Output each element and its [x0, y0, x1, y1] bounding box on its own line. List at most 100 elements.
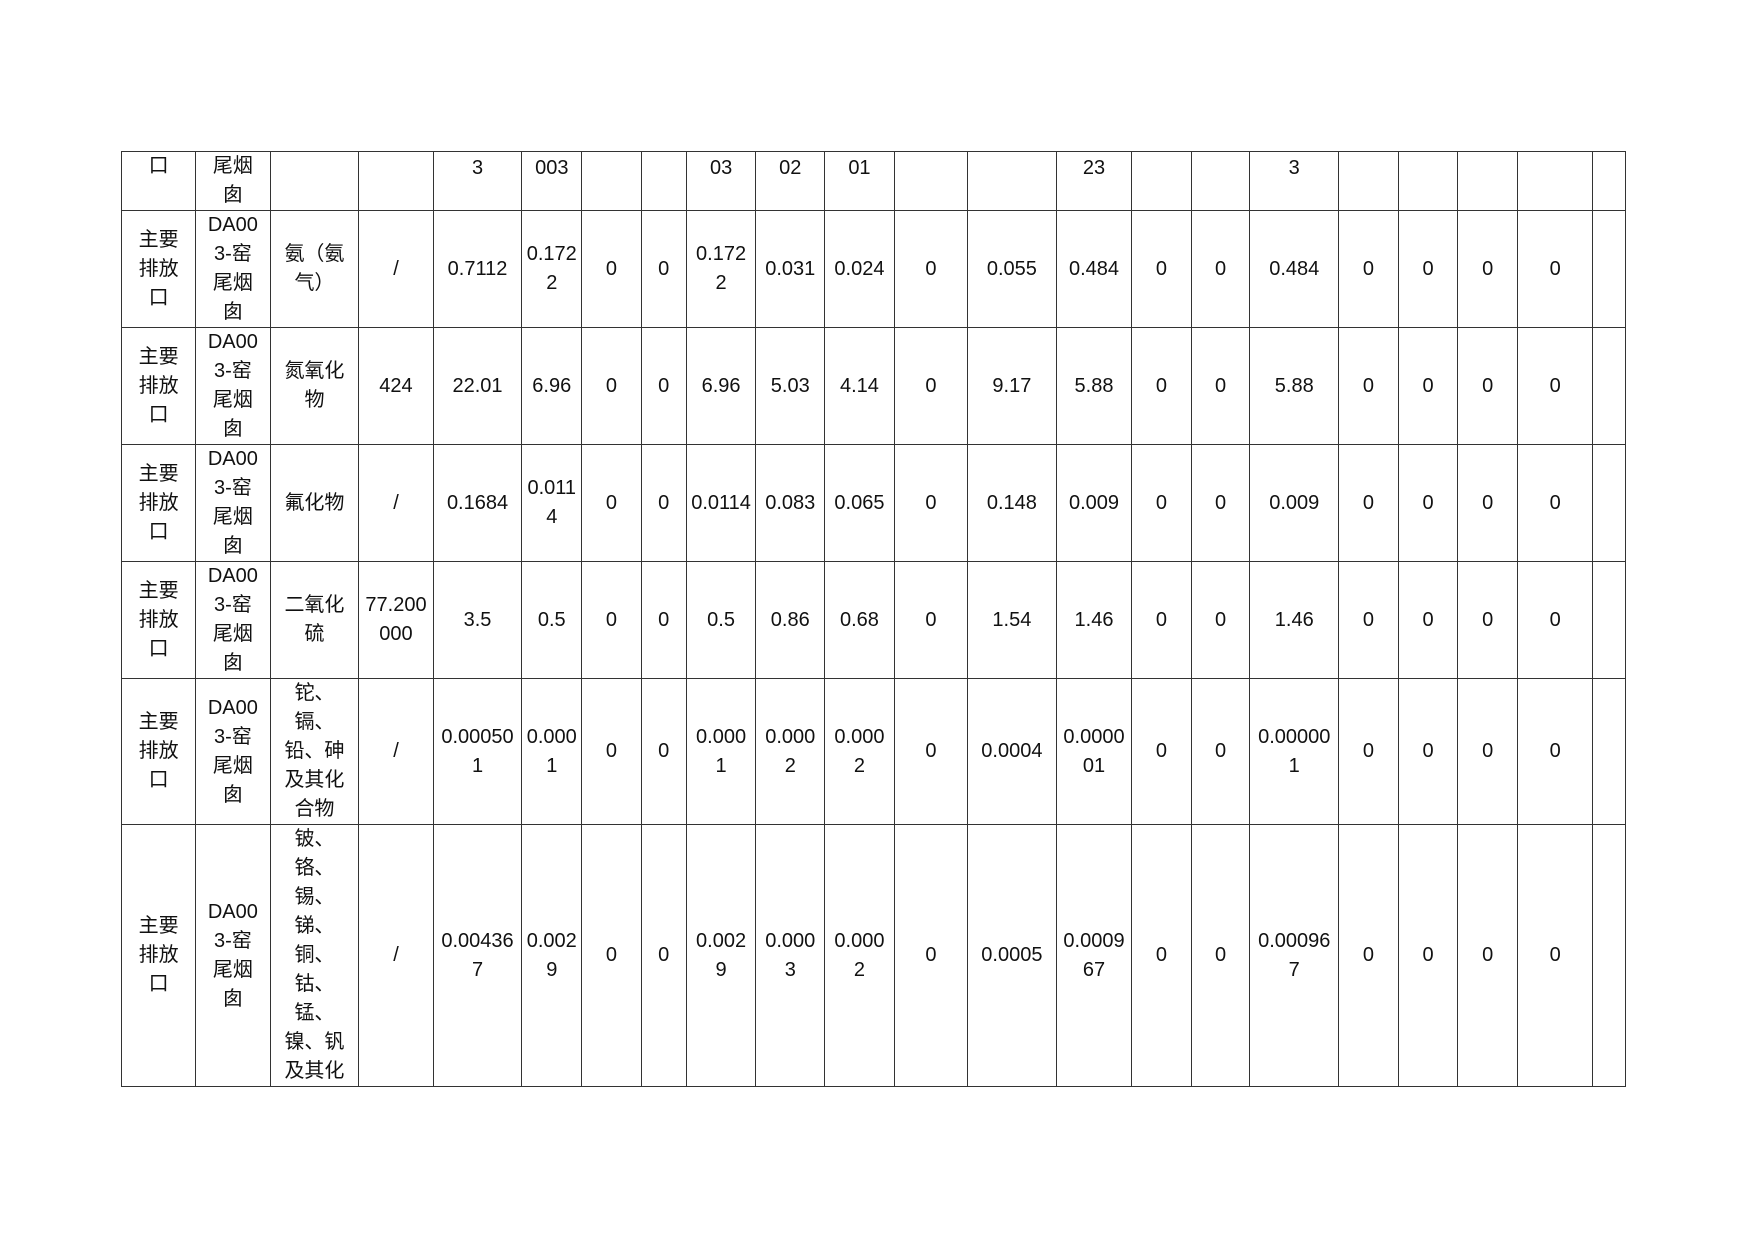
table-cell: 0 — [581, 824, 642, 1087]
table-cell — [1190, 151, 1251, 211]
table-cell: DA003-窑尾烟囱 — [195, 327, 271, 445]
table-row: 主要排放口 DA003-窑尾烟囱 氮氧化物 424 22.01 6.96 0 0 6.96 5.0… — [120, 327, 1626, 445]
table-cell — [1592, 561, 1626, 679]
table-cell: 0 — [581, 678, 642, 825]
table-cell: 5.88 — [1249, 327, 1340, 445]
table-cell: 主要排放口 — [120, 561, 197, 679]
table-cell: 氨（氨气） — [269, 210, 360, 328]
table-cell — [581, 151, 642, 211]
table-cell: DA003-窑尾烟囱 — [195, 824, 271, 1087]
table-cell: 0 — [640, 327, 687, 445]
table-cell: 0 — [1338, 824, 1399, 1087]
emissions-table: 口尾烟囱 3 003 03 02 01 23 3 主要排放口 DA003-窑尾烟囱 氨（氨气）/0.… — [120, 151, 1626, 1087]
table-cell: 0.0001 — [521, 678, 583, 825]
table-cell: 5.88 — [1055, 327, 1133, 445]
table-cell: 0.004367 — [432, 824, 523, 1087]
table-cell: 铍、铬、锡、锑、铜、钴、锰、镍、钒及其化 — [269, 824, 360, 1087]
table-cell: 0 — [640, 210, 687, 328]
table-cell: DA003-窑尾烟囱 — [195, 444, 271, 562]
table-cell: 1.46 — [1055, 561, 1133, 679]
table-row: 主要排放口 DA003-窑尾烟囱 铍、铬、锡、锑、铜、钴、锰、镍、钒及其化/0.00… — [120, 824, 1626, 1087]
table-cell — [1338, 151, 1399, 211]
table-cell: 0.000967 — [1055, 824, 1133, 1087]
table-cell: 03 — [685, 151, 757, 211]
table-cell: 0.148 — [966, 444, 1057, 562]
table-cell: 主要排放口 — [120, 824, 197, 1087]
table-cell: 0.0114 — [521, 444, 583, 562]
table-row: 口尾烟囱 3 003 03 02 01 23 3 — [120, 151, 1626, 211]
table-cell — [1592, 210, 1626, 328]
table-cell: 0 — [581, 327, 642, 445]
table-cell: 0 — [1457, 327, 1518, 445]
table-cell: 0 — [581, 210, 642, 328]
table-cell: 0 — [581, 444, 642, 562]
table-cell — [358, 151, 434, 211]
table-cell: 0.000501 — [432, 678, 523, 825]
table-cell: 二氧化硫 — [269, 561, 360, 679]
table-cell — [1397, 151, 1459, 211]
table-cell: 0 — [1397, 561, 1459, 679]
table-cell: 77.200000 — [358, 561, 434, 679]
table-row: 主要排放口 DA003-窑尾烟囱 氨（氨气）/0.7112 0.1722 0 0 0.172… — [120, 210, 1626, 328]
table-cell: 0.083 — [755, 444, 826, 562]
table-cell — [1592, 824, 1626, 1087]
table-cell: DA003-窑尾烟囱 — [195, 210, 271, 328]
table-cell: 0 — [1131, 444, 1192, 562]
table-cell: DA003-窑尾烟囱 — [195, 678, 271, 825]
table-cell: 0.7112 — [432, 210, 523, 328]
table-cell: 0 — [1338, 210, 1399, 328]
table-cell: 主要排放口 — [120, 210, 197, 328]
table-cell: 22.01 — [432, 327, 523, 445]
table-cell: 424 — [358, 327, 434, 445]
table-cell: 0 — [1338, 678, 1399, 825]
table-cell: 0 — [1397, 444, 1459, 562]
table-cell: 0 — [1457, 444, 1518, 562]
table-cell: 0.024 — [824, 210, 895, 328]
table-cell: 0 — [640, 561, 687, 679]
table-cell: 0 — [1338, 561, 1399, 679]
table-cell: 主要排放口 — [120, 444, 197, 562]
table-cell: 0 — [893, 561, 968, 679]
table-cell: 0 — [1457, 678, 1518, 825]
table-cell: 0 — [1190, 561, 1251, 679]
table-cell: 0 — [1190, 210, 1251, 328]
table-cell: 0 — [1190, 327, 1251, 445]
table-cell: 0.000967 — [1249, 824, 1340, 1087]
table-cell — [1592, 444, 1626, 562]
table-cell: / — [358, 824, 434, 1087]
table-cell: 0 — [1190, 678, 1251, 825]
table-cell: 3.5 — [432, 561, 523, 679]
table-cell: 0.0001 — [685, 678, 757, 825]
table-cell: 0.484 — [1055, 210, 1133, 328]
table-row: 主要排放口 DA003-窑尾烟囱 二氧化硫 77.200000 3.5 0.5 0 0 0.5 0… — [120, 561, 1626, 679]
table-cell: 0.065 — [824, 444, 895, 562]
table-cell — [640, 151, 687, 211]
table-cell: 0 — [1516, 561, 1594, 679]
table-cell: 0 — [1516, 327, 1594, 445]
table-cell: 0.0002 — [755, 678, 826, 825]
table-cell: 3 — [1249, 151, 1340, 211]
table-cell: 0 — [1397, 210, 1459, 328]
table-cell: 0.68 — [824, 561, 895, 679]
table-cell: 0.0003 — [755, 824, 826, 1087]
table-cell: 0 — [1457, 210, 1518, 328]
table-cell: 003 — [521, 151, 583, 211]
table-cell — [1592, 678, 1626, 825]
table-cell: 0.0029 — [521, 824, 583, 1087]
table-cell: 0.009 — [1249, 444, 1340, 562]
table-cell: 0 — [1190, 824, 1251, 1087]
table-cell: 0.1722 — [521, 210, 583, 328]
table-cell: 0 — [640, 824, 687, 1087]
table-cell: 5.03 — [755, 327, 826, 445]
table-cell: 氮氧化物 — [269, 327, 360, 445]
table-cell — [893, 151, 968, 211]
table-cell: 0.484 — [1249, 210, 1340, 328]
table-cell — [1457, 151, 1518, 211]
table-cell: 0 — [1516, 678, 1594, 825]
table-cell: 0.0004 — [966, 678, 1057, 825]
table-cell: 01 — [824, 151, 895, 211]
table-cell: DA003-窑尾烟囱 — [195, 561, 271, 679]
table-cell: 主要排放口 — [120, 678, 197, 825]
table-cell: 0 — [1131, 327, 1192, 445]
table-cell: 0 — [640, 678, 687, 825]
